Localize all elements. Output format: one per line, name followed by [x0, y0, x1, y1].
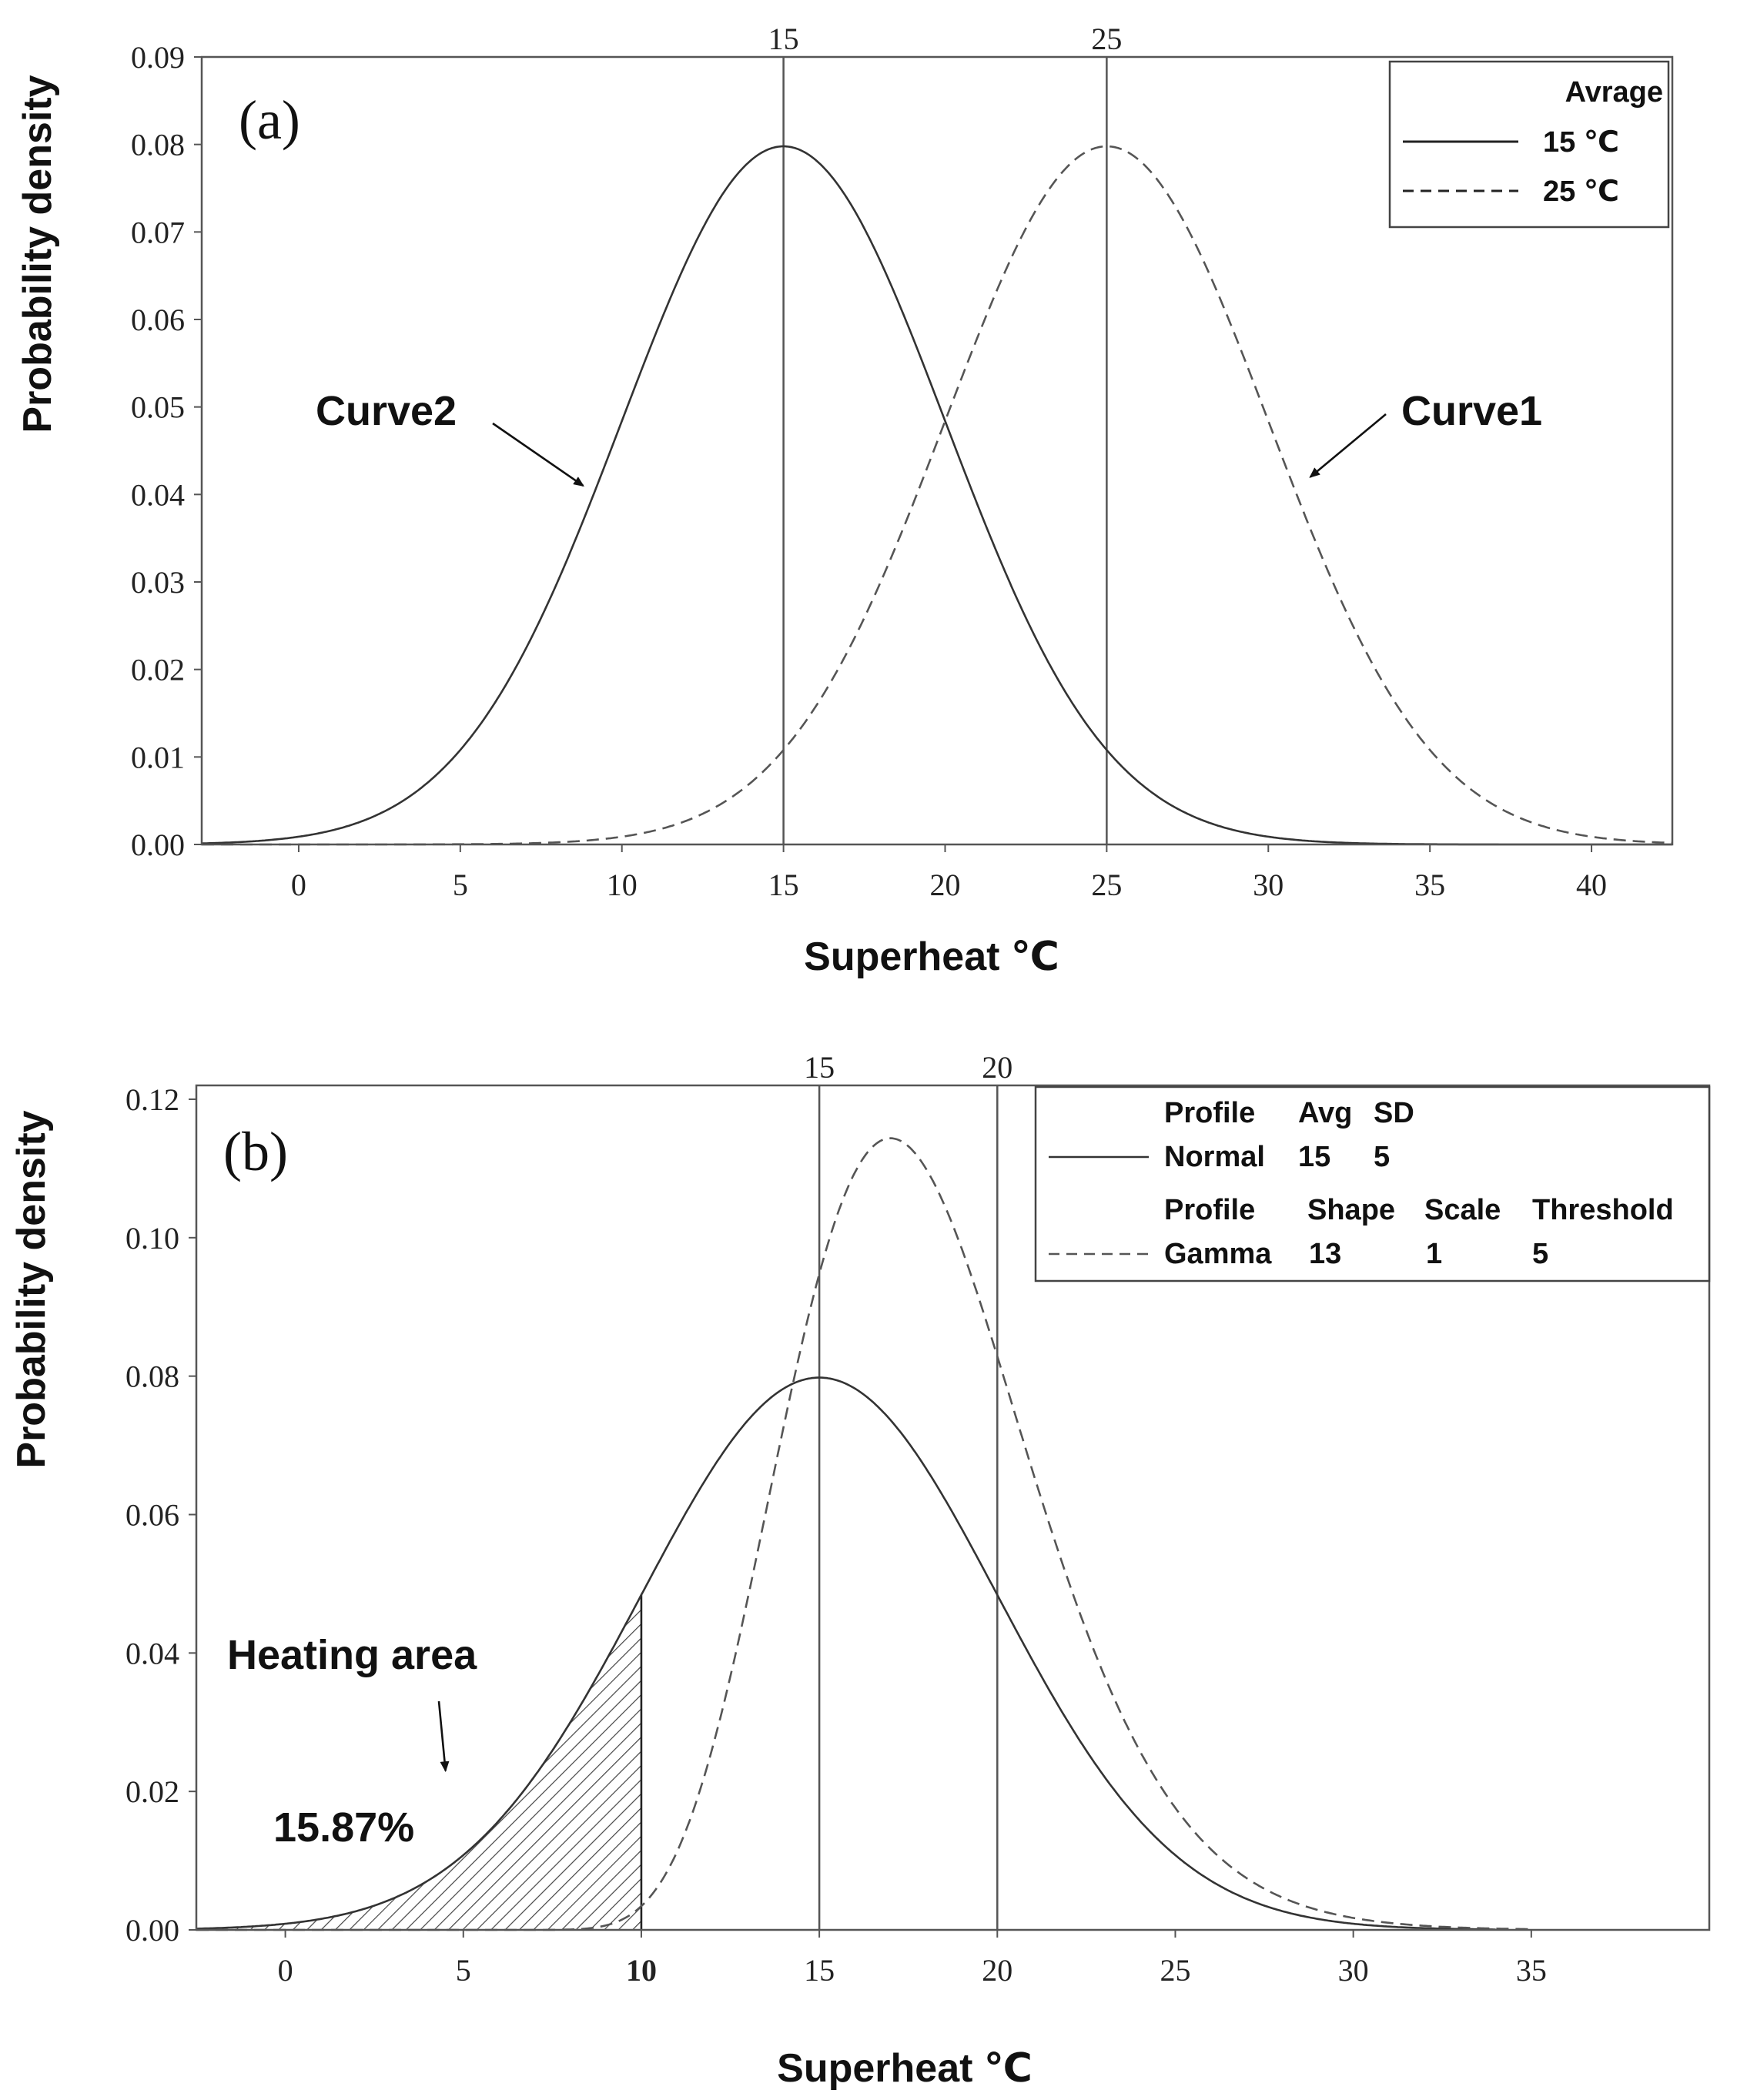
reference-label-15: 15 — [804, 1050, 835, 1085]
legend-gamma-header: Profile — [1164, 1194, 1255, 1226]
x-tick-label: 5 — [453, 868, 468, 902]
panel-label: (a) — [239, 89, 300, 151]
y-tick-label: 0.02 — [126, 1774, 179, 1809]
legend-normal-header: Profile — [1164, 1097, 1255, 1129]
y-tick-label: 0.00 — [126, 1913, 179, 1948]
y-tick-label: 0.03 — [131, 565, 185, 600]
y-tick-label: 0.12 — [126, 1082, 179, 1117]
arrow-curve2 — [492, 422, 584, 487]
x-tick-label: 20 — [982, 1953, 1012, 1988]
x-tick-label: 20 — [929, 868, 960, 902]
y-tick-label: 0.04 — [126, 1636, 179, 1670]
y-tick-label: 0.04 — [131, 477, 185, 512]
y-tick-label: 0.07 — [131, 215, 185, 249]
legend-gamma-row: 13 — [1309, 1238, 1341, 1270]
legend-gamma-row: 1 — [1426, 1238, 1442, 1270]
heating-area-percent: 15.87% — [273, 1804, 414, 1851]
series-line-25 — [202, 145, 1673, 846]
heating-area-hatch — [196, 1594, 641, 1930]
x-tick-label: 15 — [768, 868, 799, 902]
y-tick-label: 0.02 — [131, 653, 185, 687]
legend-normal-row: 15 — [1298, 1141, 1330, 1173]
x-tick-label: 30 — [1253, 868, 1284, 902]
legend-gamma-row: Gamma — [1164, 1238, 1272, 1270]
x-tick-label: 10 — [626, 1953, 657, 1988]
reference-label-25: 25 — [1091, 22, 1122, 56]
legend-gamma-row: 5 — [1532, 1238, 1548, 1270]
y-tick-label: 0.09 — [131, 40, 185, 75]
legend-entry-25: 25 ℃ — [1543, 176, 1619, 208]
series-line-15 — [202, 145, 1672, 846]
reference-label-15: 15 — [768, 22, 799, 56]
arrow-curve1 — [1309, 413, 1387, 478]
legend-box — [1388, 60, 1670, 229]
annotation-curve1: Curve1 — [1401, 388, 1542, 434]
x-axis-label: Superheat ℃ — [777, 2046, 1032, 2091]
x-tick-label: 40 — [1576, 868, 1607, 902]
plot-frame — [195, 1084, 1711, 1931]
legend-normal-row: 5 — [1374, 1141, 1390, 1173]
panel-label: (b) — [223, 1121, 288, 1182]
chart-panel-b: 15 200 5 10 15 20 25 30 350.000.020.040.060.080.… — [9, 1050, 1711, 2091]
legend-entry-15: 15 ℃ — [1543, 126, 1619, 159]
x-tick-label: 25 — [1091, 868, 1122, 902]
x-tick-label: 25 — [1160, 1953, 1190, 1988]
legend-gamma-header: Shape — [1307, 1194, 1395, 1226]
legend-normal-header: SD — [1374, 1097, 1414, 1129]
legend-title: Avrage — [1565, 76, 1663, 109]
legend-gamma-header: Scale — [1424, 1194, 1501, 1226]
y-tick-label: 0.05 — [131, 390, 185, 425]
x-tick-label: 10 — [607, 868, 638, 902]
x-tick-label: 0 — [278, 1953, 293, 1988]
x-axis-label: Superheat ℃ — [804, 935, 1059, 979]
y-tick-label: 0.01 — [131, 740, 185, 774]
annotation-heating-area: Heating area — [227, 1632, 477, 1678]
x-tick-label: 5 — [456, 1953, 471, 1988]
series-line-normal — [196, 1376, 1496, 1931]
legend-normal-row: Normal — [1164, 1141, 1265, 1173]
x-tick-label: 0 — [291, 868, 306, 902]
y-tick-label: 0.06 — [131, 303, 185, 337]
plot-frame — [200, 55, 1674, 846]
legend-gamma-header: Threshold — [1532, 1194, 1674, 1226]
reference-label-20: 20 — [982, 1050, 1012, 1085]
y-tick-label: 0.10 — [126, 1221, 179, 1256]
y-axis-label: Probability density — [15, 75, 60, 433]
legend: Avrage 15 ℃ 25 ℃ — [1388, 60, 1670, 229]
x-tick-label: 30 — [1338, 1953, 1369, 1988]
legend-box — [1034, 1085, 1711, 1282]
x-tick-label: 15 — [804, 1953, 835, 1988]
y-tick-label: 0.08 — [126, 1359, 179, 1394]
y-tick-label: 0.08 — [131, 128, 185, 162]
annotation-curve2: Curve2 — [316, 388, 457, 434]
y-tick-label: 0.00 — [131, 828, 185, 862]
x-tick-label: 35 — [1516, 1953, 1547, 1988]
x-tick-label: 35 — [1414, 868, 1445, 902]
chart-panel-a: 15 25 0 5 10 15 20 25 30 35 40 0.00 0.01 0.02 0.03 0.04… — [15, 22, 1674, 979]
arrow-heating-area — [437, 1700, 450, 1773]
y-tick-label: 0.06 — [126, 1497, 179, 1532]
y-axis-label: Probability density — [9, 1110, 54, 1468]
legend-normal-header: Avg — [1298, 1097, 1352, 1129]
